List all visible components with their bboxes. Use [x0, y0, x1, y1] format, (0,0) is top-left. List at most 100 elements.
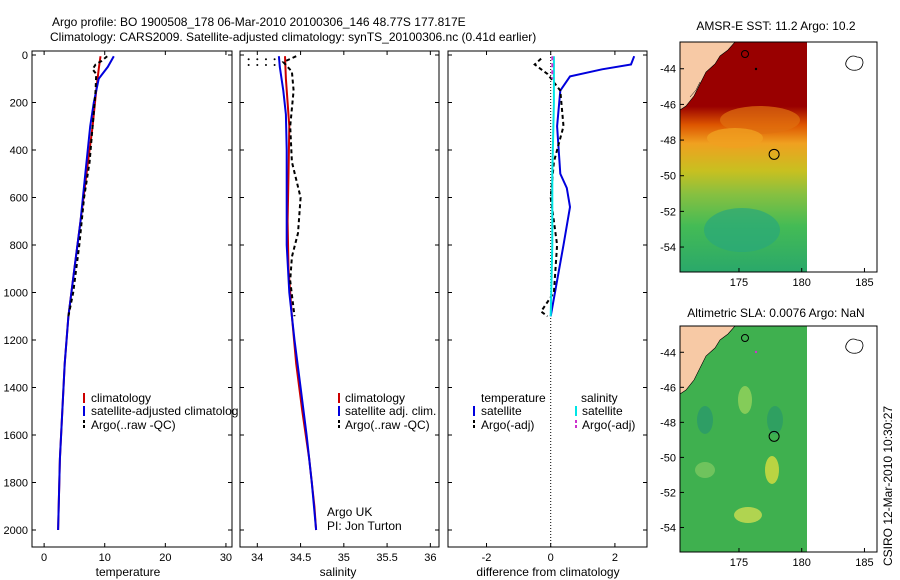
- series-line-satellite-adj-clim: [277, 56, 318, 531]
- argo-surface-dot: [273, 63, 276, 66]
- map-x-tick-label: 180: [793, 557, 811, 569]
- x-tick-label: -2: [482, 552, 492, 564]
- island-marker: [741, 334, 749, 342]
- map-y-tick-label: -44: [660, 347, 676, 359]
- map-y-tick-label: -54: [660, 242, 676, 254]
- legend-label-argo: Argo(..raw -QC): [345, 418, 430, 432]
- argo-surface-dot: [247, 58, 250, 61]
- series-line-argo-raw-qc: [281, 55, 302, 317]
- argo-surface-dot: [264, 58, 267, 61]
- map-y-tick-label: -54: [660, 522, 676, 534]
- x-tick-label: 0: [41, 552, 47, 564]
- x-tick-label: 36: [424, 552, 436, 564]
- argo-surface-dot: [256, 63, 259, 66]
- difference-axes-frame: [447, 50, 648, 548]
- sla-anomaly-patch: [767, 406, 783, 434]
- legend-label-temp-argo: Argo(-adj): [481, 418, 534, 432]
- salinity-panel: 34 34.5 35 35.5 36 salinity climatology sate…: [239, 50, 440, 579]
- legend-label-climatology: climatology: [91, 391, 151, 405]
- temperature-xlabel: temperature: [96, 565, 161, 579]
- map-x-tick-label: 180: [793, 277, 811, 289]
- map-x-tick-label: 185: [855, 277, 873, 289]
- difference-panel: -2 0 2 difference from climatology tempera…: [447, 50, 648, 579]
- figure-title-line2: Climatology: CARS2009. Satellite-adjuste…: [50, 30, 536, 44]
- legend-label-satellite: satellite-adjusted climatolog: [91, 404, 238, 418]
- map-x-tick-label: 175: [730, 557, 748, 569]
- y-tick-label: 2000: [4, 525, 28, 537]
- x-tick-label: 34: [251, 552, 263, 564]
- map-x-tick-label: 185: [855, 557, 873, 569]
- legend-label-temp-satellite: satellite: [481, 404, 522, 418]
- y-tick-label: 1800: [4, 478, 28, 490]
- y-tick-label: 1200: [4, 335, 28, 347]
- chatham-islands-outline: [845, 55, 864, 71]
- x-tick-label: 35.5: [376, 552, 397, 564]
- legend-label-sal-argo: Argo(-adj): [582, 418, 635, 432]
- y-tick-label: 400: [10, 145, 28, 157]
- legend-label-argo: Argo(..raw -QC): [91, 418, 176, 432]
- x-tick-label: 0: [548, 552, 554, 564]
- y-tick-label: 1000: [4, 288, 28, 300]
- map-y-tick-label: -46: [660, 382, 676, 394]
- sst-map-frame: [679, 41, 878, 273]
- series-line-argo-raw-qc: [67, 55, 108, 317]
- land-new-zealand: [680, 326, 736, 395]
- legend-label-sal-satellite: satellite: [582, 404, 623, 418]
- sst-map-panel: AMSR-E SST: 11.2 Argo: 10.2 175 180 185 -44…: [660, 19, 878, 289]
- sla-map-title: Altimetric SLA: 0.0076 Argo: NaN: [687, 306, 864, 320]
- argo-surface-dot: [273, 58, 276, 61]
- sst-map-title: AMSR-E SST: 11.2 Argo: 10.2: [696, 19, 856, 33]
- sla-anomaly-patch: [738, 386, 752, 414]
- sla-anomaly-patch: [734, 507, 762, 523]
- x-tick-label: 34.5: [290, 552, 311, 564]
- series-line-salinity-satellite: [549, 56, 555, 317]
- map-y-tick-label: -46: [660, 99, 676, 111]
- legend-label-satellite: satellite adj. clim.: [345, 404, 436, 418]
- legend-header-salinity: salinity: [581, 391, 618, 405]
- sla-field: [680, 326, 807, 552]
- sla-anomaly-patch: [765, 456, 779, 484]
- series-line-satellite-adjusted-climatolog: [57, 55, 115, 531]
- difference-legend: temperature satellite Argo(-adj) salinit…: [473, 391, 635, 432]
- y-tick-label: 0: [22, 50, 28, 62]
- coastline-contour: [689, 81, 701, 98]
- difference-xlabel: difference from climatology: [476, 565, 619, 579]
- x-tick-label: 30: [220, 552, 232, 564]
- island-marker: [741, 50, 749, 58]
- argo-pi-label: PI: Jon Turton: [327, 519, 402, 533]
- chatham-islands-outline: [845, 338, 864, 354]
- map-y-tick-label: -44: [660, 64, 676, 76]
- sst-field: [680, 42, 807, 272]
- island-dot: [754, 350, 758, 354]
- sla-anomaly-patch: [697, 406, 713, 434]
- x-tick-label: 2: [612, 552, 618, 564]
- sla-anomaly-patch: [695, 462, 715, 478]
- y-tick-label: 1600: [4, 430, 28, 442]
- timestamp-label: CSIRO 12-Mar-2010 10:30:27: [881, 406, 895, 566]
- temperature-panel: 0 200 400 600 800 1000 1200 1400 1600 1800 2000 0 10…: [4, 50, 239, 579]
- salinity-axes-frame: [239, 50, 440, 548]
- map-y-tick-label: -48: [660, 135, 676, 147]
- series-line-temperature-satellite: [549, 55, 636, 317]
- temperature-axes-frame: [31, 50, 233, 548]
- x-tick-label: 10: [99, 552, 111, 564]
- x-tick-label: 20: [159, 552, 171, 564]
- sst-cool-patch: [704, 208, 780, 252]
- argo-surface-dot: [256, 58, 259, 61]
- sst-warm-patch: [707, 128, 763, 148]
- sst-warm-patch: [720, 106, 800, 134]
- map-y-tick-label: -48: [660, 417, 676, 429]
- float-position-marker: [768, 148, 780, 160]
- y-tick-label: 200: [10, 98, 28, 110]
- y-tick-label: 800: [10, 240, 28, 252]
- salinity-xlabel: salinity: [320, 565, 357, 579]
- argo-surface-dot: [247, 63, 250, 66]
- float-position-marker: [768, 430, 780, 442]
- argo-surface-dot: [264, 63, 267, 66]
- salinity-legend: climatology satellite adj. clim. Argo(..…: [338, 391, 436, 432]
- legend-label-climatology: climatology: [345, 391, 405, 405]
- island-dot: [754, 67, 758, 71]
- argo-program-label: Argo UK: [327, 505, 372, 519]
- map-y-tick-label: -52: [660, 487, 676, 499]
